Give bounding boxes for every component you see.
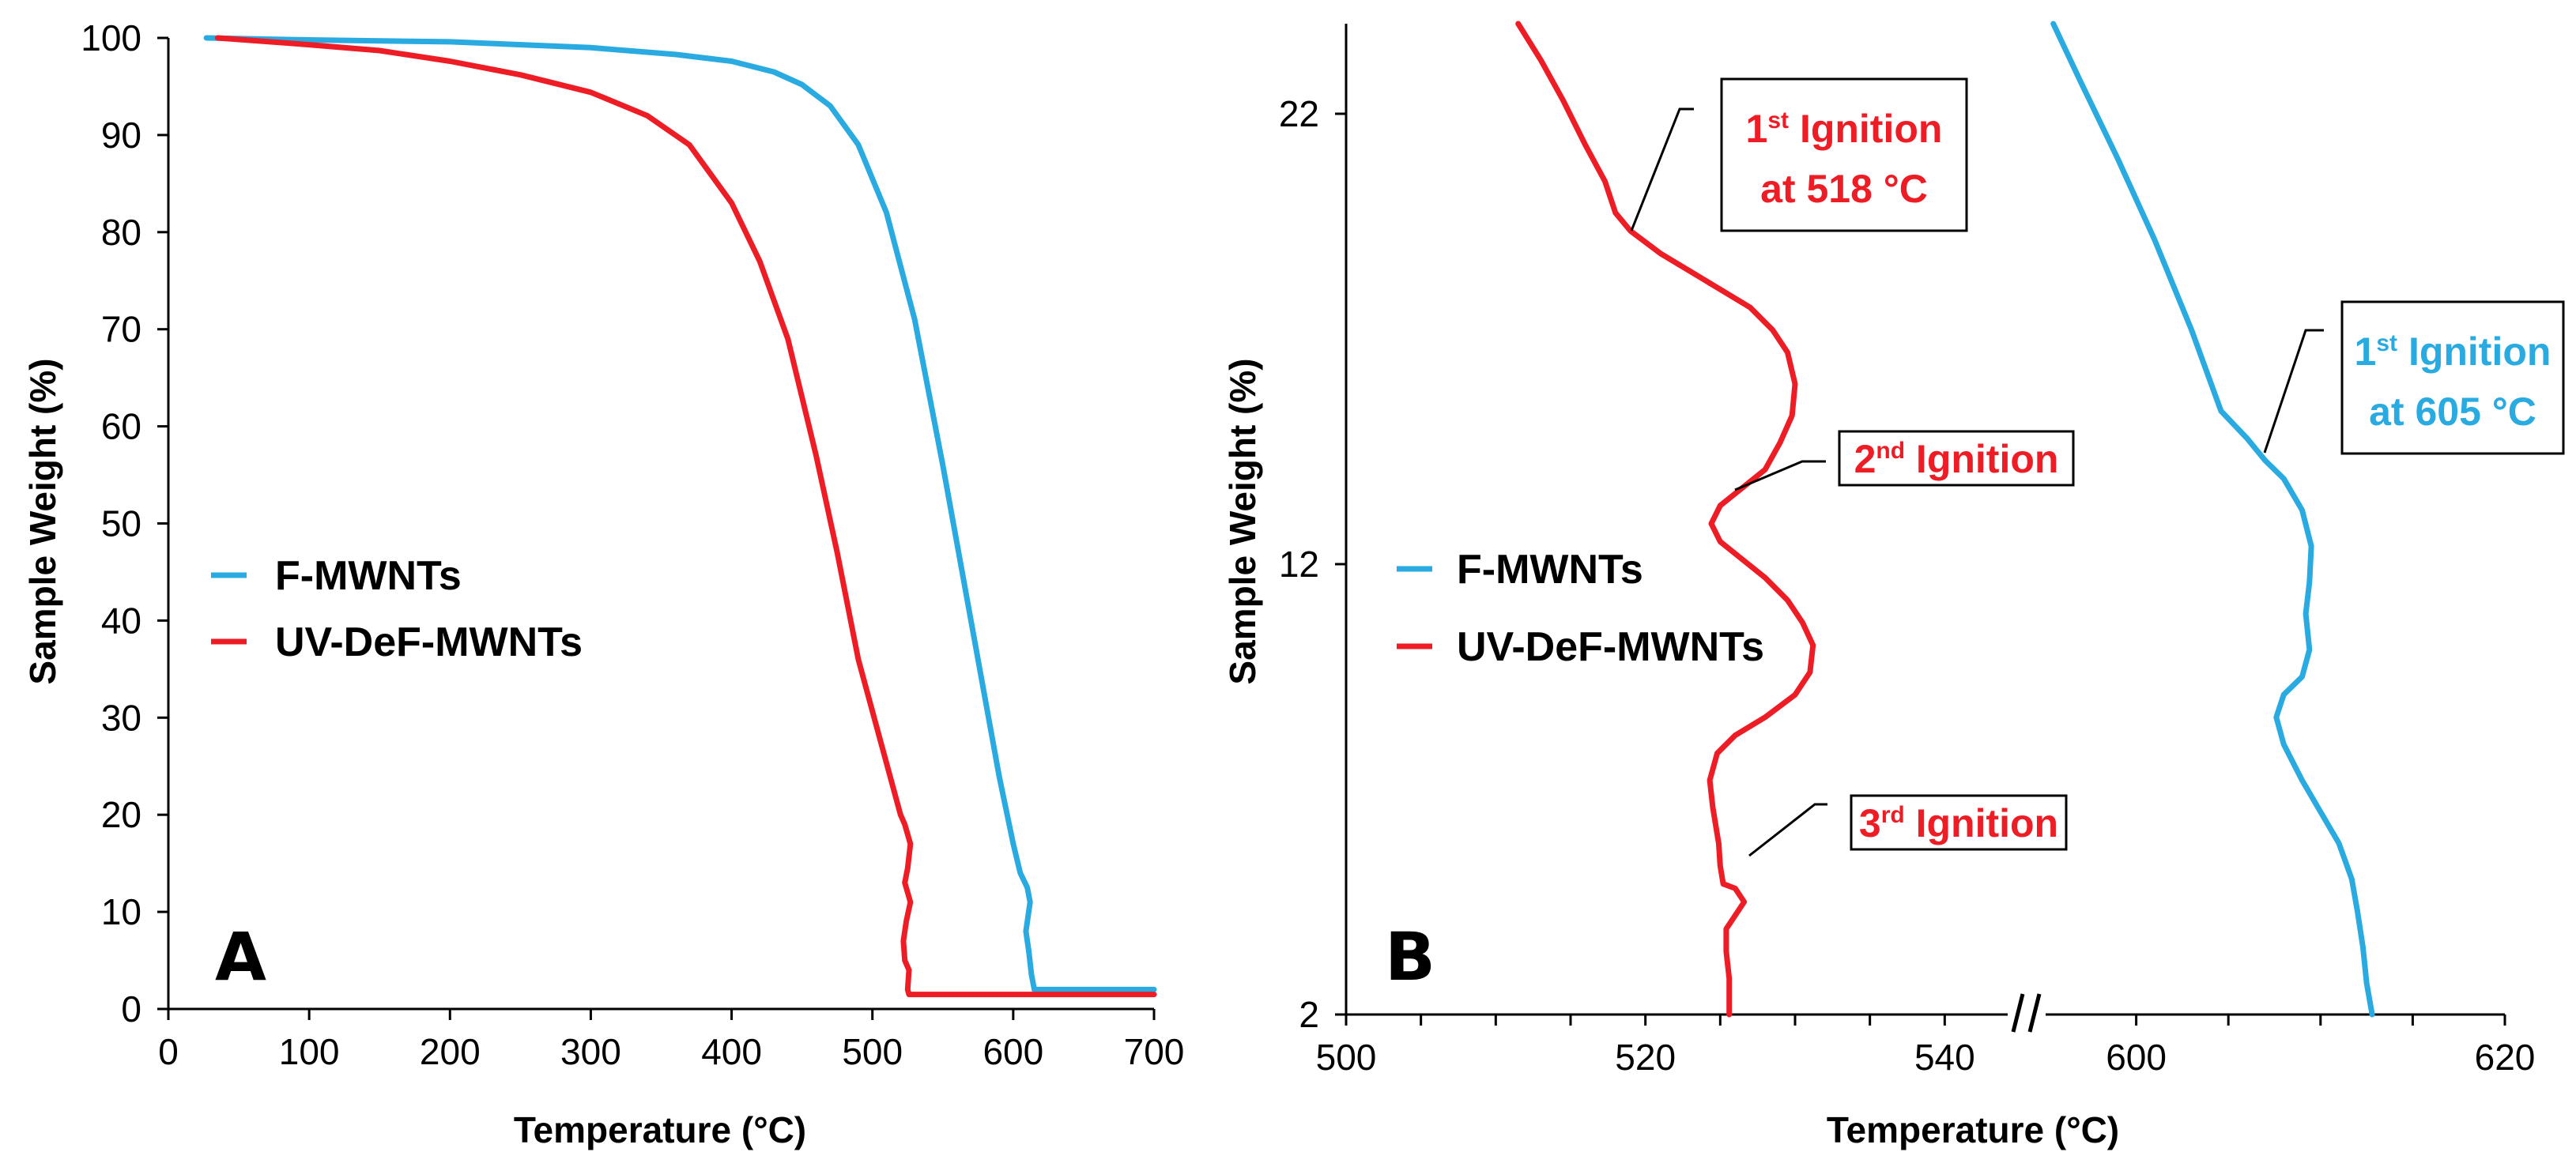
panel-b: 500 520 540 600 620 2 12 22 Temperature (°C) Sa… xyxy=(1222,21,2565,1150)
annotation-1st-ignition-605: 1st Ignition at 605 °C xyxy=(2263,300,2565,455)
legend-label-f-mwnts: F-MWNTs xyxy=(1457,547,1643,593)
panel-a-series xyxy=(203,35,1157,998)
annotation-leader-line xyxy=(2263,329,2324,454)
annotation-box xyxy=(1838,430,2075,487)
panel-a-y-tick-label: 10 xyxy=(101,891,141,932)
panel-b-label: B xyxy=(1385,918,1435,996)
panel-b-x-tick-label: 540 xyxy=(1914,1037,1975,1078)
series-line-uv-def-mwnts xyxy=(1515,21,1816,1018)
panel-a-x-tick-label: 400 xyxy=(701,1031,762,1072)
axis-break-mark xyxy=(2008,993,2046,1033)
panel-b-xlabel: Temperature (°C) xyxy=(1827,1109,2119,1150)
annotation-text: 1st Ignition xyxy=(2355,329,2551,374)
annotation-text: 3rd Ignition xyxy=(1859,801,2058,845)
panel-b-ylabel: Sample Weight (%) xyxy=(1222,358,1263,684)
legend-label-uv-def-mwnts: UV-DeF-MWNTs xyxy=(275,619,583,665)
panel-a-xlabel: Temperature (°C) xyxy=(514,1109,806,1150)
annotation-text: 2nd Ignition xyxy=(1854,437,2059,481)
panel-a-y-tick-label: 80 xyxy=(101,212,141,253)
panel-a: 0 100 200 300 400 500 600 700 0 10 20 30 40 50 60 70 80 9… xyxy=(22,17,1184,1150)
panel-a-x-tick-label: 300 xyxy=(560,1031,621,1072)
panel-a-x-tick-label: 100 xyxy=(279,1031,340,1072)
annotation-text-line2: at 605 °C xyxy=(2369,390,2536,434)
annotation-leader-line xyxy=(1630,107,1694,232)
panel-a-x-tick-label: 600 xyxy=(983,1031,1043,1072)
annotation-box xyxy=(1850,794,2068,851)
annotation-leader-line xyxy=(1734,460,1826,491)
panel-b-x-tick-label: 600 xyxy=(2106,1037,2167,1078)
panel-a-y-tick-label: 70 xyxy=(101,309,141,350)
panel-a-x-tick-label: 0 xyxy=(158,1031,179,1072)
panel-a-y-tick-label: 60 xyxy=(101,406,141,447)
panel-a-y-tick-label: 0 xyxy=(121,988,141,1030)
panel-a-y-tick-label: 30 xyxy=(101,697,141,738)
panel-b-axes: 500 520 540 600 620 2 12 22 xyxy=(1279,24,2536,1078)
panel-a-legend: F-MWNTs UV-DeF-MWNTs xyxy=(211,553,583,665)
panel-a-x-tick-label: 700 xyxy=(1124,1031,1185,1072)
panel-a-y-tick-label: 20 xyxy=(101,794,141,835)
annotation-1st-ignition-518: 1st Ignition at 518 °C xyxy=(1630,77,1968,232)
panel-a-y-tick-label: 100 xyxy=(81,17,141,58)
series-line-f-mwnts xyxy=(203,35,1157,992)
panel-a-axes: 0 100 200 300 400 500 600 700 0 10 20 30 40 50 60 70 80 9… xyxy=(81,17,1184,1072)
annotation-box xyxy=(2340,300,2565,455)
annotation-leader-line xyxy=(1748,803,1827,857)
panel-a-y-tick-label: 50 xyxy=(101,503,141,544)
panel-a-x-tick-label: 200 xyxy=(420,1031,481,1072)
panel-b-y-tick-label: 12 xyxy=(1279,544,1319,585)
series-line-uv-def-mwnts xyxy=(214,35,1157,998)
annotation-text: 1st Ignition xyxy=(1746,107,1943,151)
panel-b-x-tick-label: 520 xyxy=(1615,1037,1676,1078)
legend-label-uv-def-mwnts: UV-DeF-MWNTs xyxy=(1457,624,1764,670)
annotation-text-line2: at 518 °C xyxy=(1760,167,1928,211)
legend-label-f-mwnts: F-MWNTs xyxy=(275,553,462,599)
panel-a-y-tick-label: 90 xyxy=(101,115,141,156)
panel-b-series xyxy=(1515,21,2375,1018)
panel-a-y-tick-label: 40 xyxy=(101,600,141,641)
panel-b-x-tick-label: 620 xyxy=(2475,1037,2536,1078)
panel-a-x-tick-label: 500 xyxy=(842,1031,903,1072)
panel-b-y-tick-label: 22 xyxy=(1279,93,1319,134)
panel-b-legend: F-MWNTs UV-DeF-MWNTs xyxy=(1397,547,1764,670)
annotation-box xyxy=(1720,77,1968,232)
annotation-2nd-ignition: 2nd Ignition xyxy=(1734,430,2075,491)
panel-a-ylabel: Sample Weight (%) xyxy=(22,358,63,684)
series-line-f-mwnts xyxy=(2050,21,2375,1018)
annotation-3rd-ignition: 3rd Ignition xyxy=(1748,794,2068,857)
panel-b-x-tick-label: 500 xyxy=(1316,1037,1377,1078)
panel-b-y-tick-label: 2 xyxy=(1299,994,1319,1035)
panel-a-label: A xyxy=(215,918,266,996)
